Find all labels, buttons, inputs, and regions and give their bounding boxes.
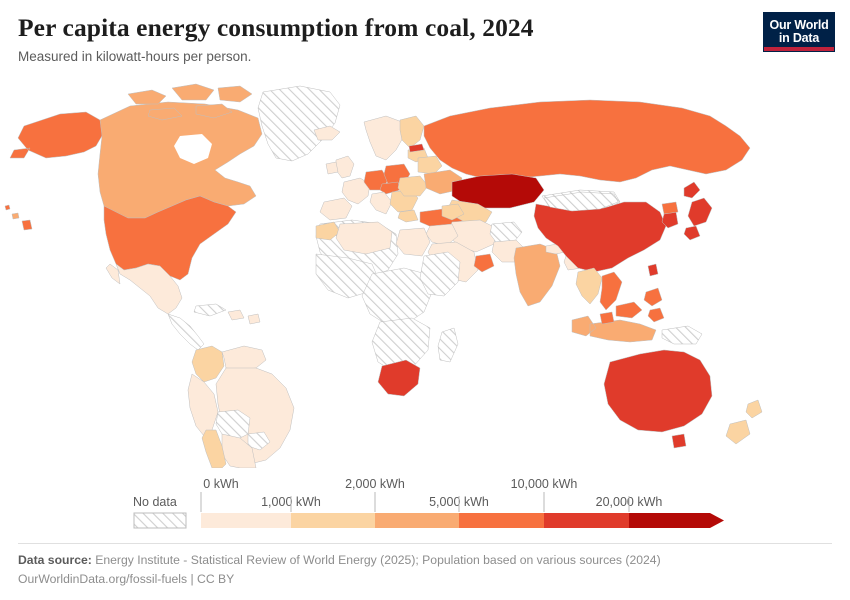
country-spain-portugal[interactable] [320, 198, 352, 220]
country-paraguay[interactable] [248, 432, 270, 450]
country-estonia[interactable] [409, 144, 424, 152]
region-east-africa[interactable] [420, 252, 460, 296]
country-romania-hungary[interactable] [398, 176, 428, 196]
legend-tick-marks [200, 492, 630, 512]
legend-bin-1[interactable] [291, 513, 375, 528]
footer-source-text: Energy Institute - Statistical Review of… [95, 553, 661, 567]
legend-bin-2[interactable] [375, 513, 459, 528]
country-china[interactable] [534, 202, 666, 272]
country-bolivia[interactable] [216, 410, 250, 440]
country-madagascar[interactable] [438, 328, 458, 362]
page-title: Per capita energy consumption from coal,… [18, 13, 534, 42]
country-venezuela[interactable] [222, 346, 266, 370]
country-ecuador-peru[interactable] [188, 374, 218, 436]
country-new-zealand[interactable] [726, 400, 762, 444]
country-chile[interactable] [202, 430, 226, 468]
map-legend[interactable]: 0 kWh 2,000 kWh 10,000 kWh 1,000 kWh 5,0… [0, 470, 850, 532]
legend-tick-2000: 2,000 kWh [345, 477, 405, 491]
country-norway-sweden[interactable] [364, 116, 404, 160]
region-caribbean[interactable] [194, 304, 260, 324]
legend-no-data-swatch[interactable] [133, 512, 187, 529]
legend-bin-5-open-ended[interactable] [629, 513, 724, 528]
owid-logo-accent-bar [764, 47, 834, 51]
country-north-korea[interactable] [662, 202, 678, 214]
footer-source-line: Data source: Energy Institute - Statisti… [18, 552, 832, 569]
legend-color-bins[interactable] [201, 513, 724, 528]
map-svg [0, 78, 850, 468]
country-afghanistan[interactable] [490, 222, 522, 242]
country-ireland[interactable] [326, 162, 338, 174]
country-vietnam[interactable] [600, 272, 622, 310]
country-france[interactable] [342, 178, 370, 204]
map-countries [5, 84, 762, 468]
country-mexico[interactable] [106, 264, 182, 314]
hudson-bay [174, 134, 212, 164]
country-taiwan[interactable] [648, 264, 658, 276]
country-greece[interactable] [398, 210, 418, 222]
country-malaysia[interactable] [600, 302, 642, 324]
region-central-america[interactable] [168, 314, 204, 350]
country-canada[interactable] [98, 102, 262, 218]
legend-bin-4[interactable] [544, 513, 629, 528]
legend-svg: 0 kWh 2,000 kWh 10,000 kWh 1,000 kWh 5,0… [133, 477, 724, 529]
world-choropleth-map[interactable] [0, 78, 850, 468]
region-central-africa[interactable] [362, 268, 432, 324]
country-tasmania[interactable] [672, 434, 686, 448]
legend-tick-0: 0 kWh [203, 477, 238, 491]
country-united-kingdom[interactable] [336, 156, 354, 178]
country-morocco[interactable] [316, 222, 340, 240]
country-egypt[interactable] [396, 228, 430, 256]
owid-logo-line2: in Data [778, 31, 820, 45]
legend-bin-0[interactable] [201, 513, 291, 528]
country-russia[interactable] [424, 100, 750, 182]
country-caucasus[interactable] [442, 204, 464, 220]
legend-tick-10000: 10,000 kWh [511, 477, 578, 491]
legend-bin-3[interactable] [459, 513, 544, 528]
country-finland[interactable] [400, 116, 424, 148]
country-iceland[interactable] [314, 126, 340, 140]
country-alaska[interactable] [10, 112, 103, 158]
owid-logo[interactable]: Our World in Data [763, 12, 835, 52]
country-belarus[interactable] [418, 156, 442, 174]
country-mongolia-border [544, 192, 618, 211]
legend-no-data-label: No data [133, 495, 177, 509]
canadian-arctic-islands[interactable] [128, 84, 252, 120]
country-algeria-libya[interactable] [336, 222, 392, 254]
page-subtitle: Measured in kilowatt-hours per person. [18, 49, 252, 65]
country-italy[interactable] [370, 192, 392, 214]
chart-footer: Data source: Energy Institute - Statisti… [18, 543, 832, 588]
country-south-africa[interactable] [378, 360, 420, 396]
country-philippines[interactable] [644, 288, 664, 322]
country-myanmar-thailand[interactable] [576, 268, 602, 304]
country-indonesia[interactable] [572, 316, 656, 342]
country-oman-uae[interactable] [474, 254, 494, 272]
country-japan[interactable] [684, 182, 712, 240]
chart-header: Per capita energy consumption from coal,… [18, 13, 832, 65]
footer-link-line[interactable]: OurWorldinData.org/fossil-fuels | CC BY [18, 572, 235, 586]
country-australia[interactable] [604, 350, 712, 432]
country-colombia[interactable] [192, 346, 224, 382]
region-hawaii[interactable] [5, 205, 32, 230]
owid-logo-line1: Our World [769, 18, 829, 32]
country-greenland[interactable] [258, 86, 340, 161]
footer-source-label: Data source: [18, 553, 92, 567]
country-papua-new-guinea[interactable] [662, 326, 702, 344]
